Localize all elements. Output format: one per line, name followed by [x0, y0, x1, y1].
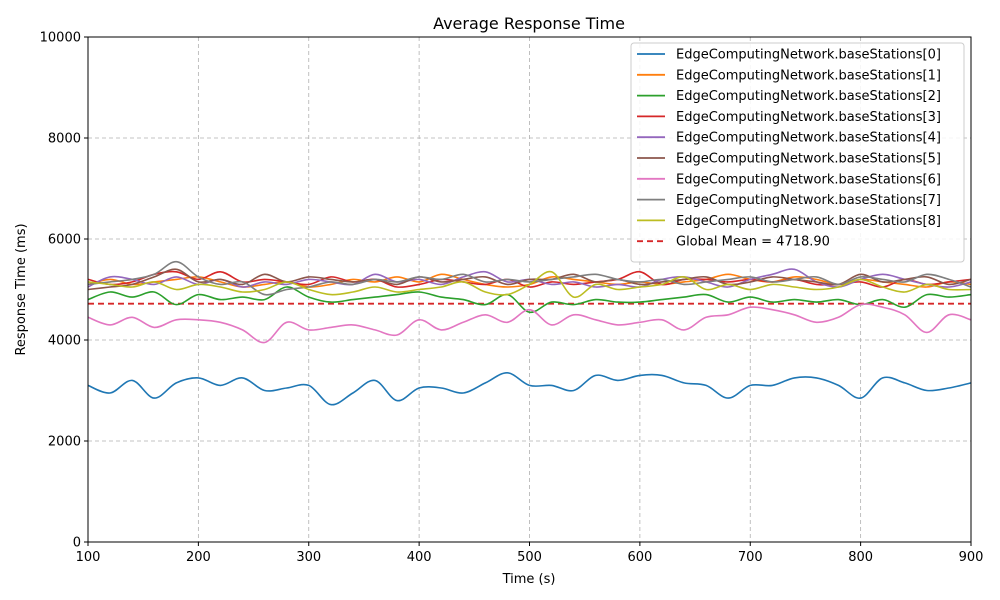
y-tick-label: 2000 — [48, 435, 81, 450]
legend-box — [630, 42, 965, 263]
x-tick-label: 300 — [296, 550, 321, 565]
y-tick-label: 0 — [73, 536, 81, 551]
legend-label: EdgeComputingNetwork.baseStations[7] — [676, 193, 941, 208]
x-axis-ticks: 100 200 300 400 500 600 700 800 900 — [76, 542, 984, 565]
y-tick-label: 10000 — [40, 31, 81, 46]
y-tick-label: 6000 — [48, 233, 81, 248]
y-axis-ticks: 0 2000 4000 6000 8000 10000 — [40, 31, 88, 551]
y-tick-label: 8000 — [48, 132, 81, 147]
series-line-5 — [87, 268, 972, 291]
x-tick-label: 600 — [627, 550, 652, 565]
y-axis-title: Response Time (ms) — [14, 223, 29, 355]
x-tick-label: 700 — [738, 550, 763, 565]
x-tick-label: 200 — [186, 550, 211, 565]
series-line-2 — [87, 286, 972, 314]
series-line-0 — [87, 371, 972, 406]
legend-label: EdgeComputingNetwork.baseStations[5] — [676, 152, 941, 167]
x-tick-label: 900 — [959, 550, 984, 565]
x-tick-label: 400 — [407, 550, 432, 565]
y-tick-label: 4000 — [48, 334, 81, 349]
legend-label: EdgeComputingNetwork.baseStations[0] — [676, 48, 941, 63]
series-line-7 — [87, 260, 972, 296]
legend: EdgeComputingNetwork.baseStations[0] Edge… — [630, 42, 965, 263]
legend-label: EdgeComputingNetwork.baseStations[4] — [676, 131, 941, 146]
legend-label: EdgeComputingNetwork.baseStations[1] — [676, 68, 941, 83]
series-layer — [87, 260, 972, 406]
chart-title: Average Response Time — [433, 14, 625, 33]
legend-label: EdgeComputingNetwork.baseStations[3] — [676, 110, 941, 125]
x-tick-label: 100 — [76, 550, 101, 565]
x-axis-title: Time (s) — [502, 572, 556, 587]
x-tick-label: 500 — [517, 550, 542, 565]
series-line-6 — [87, 303, 972, 344]
x-tick-label: 800 — [848, 550, 873, 565]
legend-label: EdgeComputingNetwork.baseStations[8] — [676, 214, 941, 229]
legend-label: EdgeComputingNetwork.baseStations[6] — [676, 172, 941, 187]
legend-label: EdgeComputingNetwork.baseStations[2] — [676, 89, 941, 104]
legend-label: Global Mean = 4718.90 — [676, 235, 830, 250]
series-line-8 — [87, 270, 972, 299]
